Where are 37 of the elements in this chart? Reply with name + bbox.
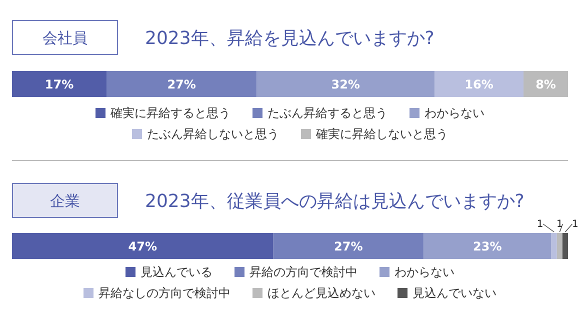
data-label: 1 [536, 219, 544, 230]
legend-label: 昇給なしの方向で検討中 [98, 286, 230, 300]
bar [551, 233, 557, 259]
chart-title: 企業 [50, 192, 80, 210]
bar [106, 71, 257, 97]
data-label: 32% [331, 78, 360, 92]
data-label: 27% [334, 240, 363, 254]
data-label: 16% [464, 78, 494, 92]
legend-label: ほとんど見込めない [268, 286, 376, 300]
bar [256, 71, 435, 97]
bar [562, 233, 568, 259]
bar [12, 71, 107, 97]
legend-label: 見込んでいない [412, 286, 496, 300]
data-label: 17% [44, 78, 74, 92]
legend-label: わからない [424, 106, 484, 120]
data-label: 47% [128, 240, 158, 254]
data-label: 27% [167, 78, 196, 92]
legend-label: 確実に昇給すると思う [110, 106, 230, 120]
legend-label: 確実に昇給しないと思う [315, 127, 448, 141]
bar [434, 71, 524, 97]
bar [423, 233, 552, 259]
legend-label: わからない [394, 265, 454, 279]
legend-label: 昇給の方向で検討中 [250, 265, 358, 279]
legend-label: 見込んでいる [140, 265, 212, 279]
data-label: 1 [572, 219, 578, 230]
chart-title: 会社員 [42, 29, 88, 47]
chart-subtitle: 2023年、昇給を見込んでいますか? [145, 28, 434, 49]
chart-subtitle: 2023年、従業員への昇給は見込んでいますか? [145, 191, 524, 212]
bar [273, 233, 424, 259]
bar [12, 233, 274, 259]
legend-label: たぶん昇給すると思う [268, 106, 388, 120]
bar [556, 233, 562, 259]
data-label: 8% [536, 78, 556, 92]
data-label: 1 [556, 219, 563, 230]
bar [524, 71, 568, 97]
data-label: 23% [473, 240, 502, 254]
legend-label: たぶん昇給しないと思う [147, 127, 279, 141]
